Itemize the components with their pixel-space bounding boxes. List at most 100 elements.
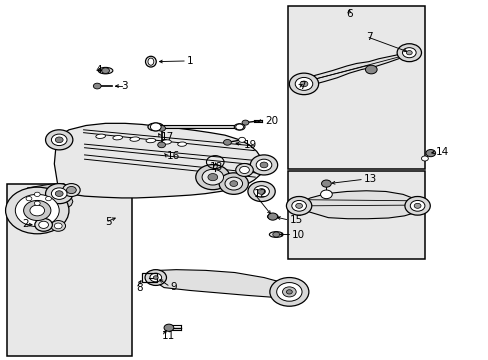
Circle shape [202,169,223,185]
Circle shape [150,123,161,131]
Text: 2: 2 [22,220,29,229]
Circle shape [45,197,51,201]
Circle shape [276,283,302,301]
Text: 16: 16 [166,150,180,161]
Bar [6,184,132,356]
Circle shape [54,223,62,229]
Circle shape [291,201,306,211]
Circle shape [269,278,308,306]
Bar [288,171,424,259]
Polygon shape [27,220,64,229]
Text: 18: 18 [209,162,223,172]
Text: 19: 19 [243,140,256,150]
Polygon shape [26,184,65,192]
Circle shape [421,156,427,161]
Circle shape [409,201,424,211]
Circle shape [145,270,166,285]
Text: 8: 8 [136,283,142,293]
Text: 17: 17 [160,132,174,142]
Circle shape [250,155,277,175]
Ellipse shape [148,123,163,131]
Circle shape [45,184,73,204]
Circle shape [257,189,265,194]
Circle shape [15,194,59,226]
Circle shape [295,203,302,208]
Circle shape [219,173,248,194]
Text: 11: 11 [161,331,175,341]
Text: 3: 3 [122,81,128,91]
Circle shape [253,186,269,197]
Text: 9: 9 [170,282,177,292]
Circle shape [242,120,248,125]
Ellipse shape [162,140,171,144]
Text: 12: 12 [254,189,267,199]
Text: 5: 5 [105,217,112,227]
Circle shape [55,191,63,197]
Circle shape [406,50,411,55]
Ellipse shape [234,124,244,130]
Circle shape [260,162,267,168]
Circle shape [295,77,312,90]
Circle shape [425,149,435,157]
Text: 1: 1 [186,56,193,66]
Circle shape [30,205,44,216]
Circle shape [23,201,51,221]
Circle shape [320,190,331,199]
Circle shape [66,186,76,194]
Text: 15: 15 [289,215,302,225]
Circle shape [282,287,296,297]
Circle shape [163,324,173,331]
Circle shape [158,126,165,131]
Circle shape [256,159,271,171]
Text: 20: 20 [264,116,278,126]
Circle shape [300,81,307,87]
Text: 6: 6 [346,9,352,19]
Ellipse shape [269,231,283,237]
Circle shape [321,180,330,187]
Circle shape [51,188,67,199]
Circle shape [34,192,40,197]
Polygon shape [17,196,73,223]
Ellipse shape [148,58,154,65]
Circle shape [102,68,109,73]
Circle shape [158,142,165,148]
Ellipse shape [113,135,122,140]
Ellipse shape [98,67,113,74]
Circle shape [93,83,101,89]
Circle shape [207,174,217,181]
Circle shape [235,163,253,176]
Circle shape [413,203,420,208]
Polygon shape [300,51,409,86]
Circle shape [5,187,69,234]
Ellipse shape [145,56,156,67]
Circle shape [396,44,421,62]
Circle shape [402,48,415,58]
Polygon shape [295,191,418,219]
Text: 4: 4 [96,64,102,75]
Circle shape [55,137,63,143]
Circle shape [404,197,429,215]
Ellipse shape [96,134,105,139]
Circle shape [195,165,229,190]
Circle shape [365,65,376,74]
Text: 14: 14 [435,147,448,157]
Circle shape [150,273,161,282]
Circle shape [51,134,67,145]
Ellipse shape [146,138,155,143]
Circle shape [35,219,52,231]
Polygon shape [27,186,71,196]
Circle shape [229,181,237,186]
Circle shape [239,166,249,174]
Bar [288,6,424,169]
Polygon shape [54,123,264,198]
Text: 7: 7 [299,81,305,91]
Text: 7: 7 [366,32,372,41]
Circle shape [45,130,73,150]
Circle shape [153,276,158,279]
Circle shape [272,232,279,237]
Circle shape [223,139,231,145]
Circle shape [267,213,277,220]
Circle shape [51,221,65,231]
Circle shape [238,137,245,142]
Text: 10: 10 [292,230,305,239]
